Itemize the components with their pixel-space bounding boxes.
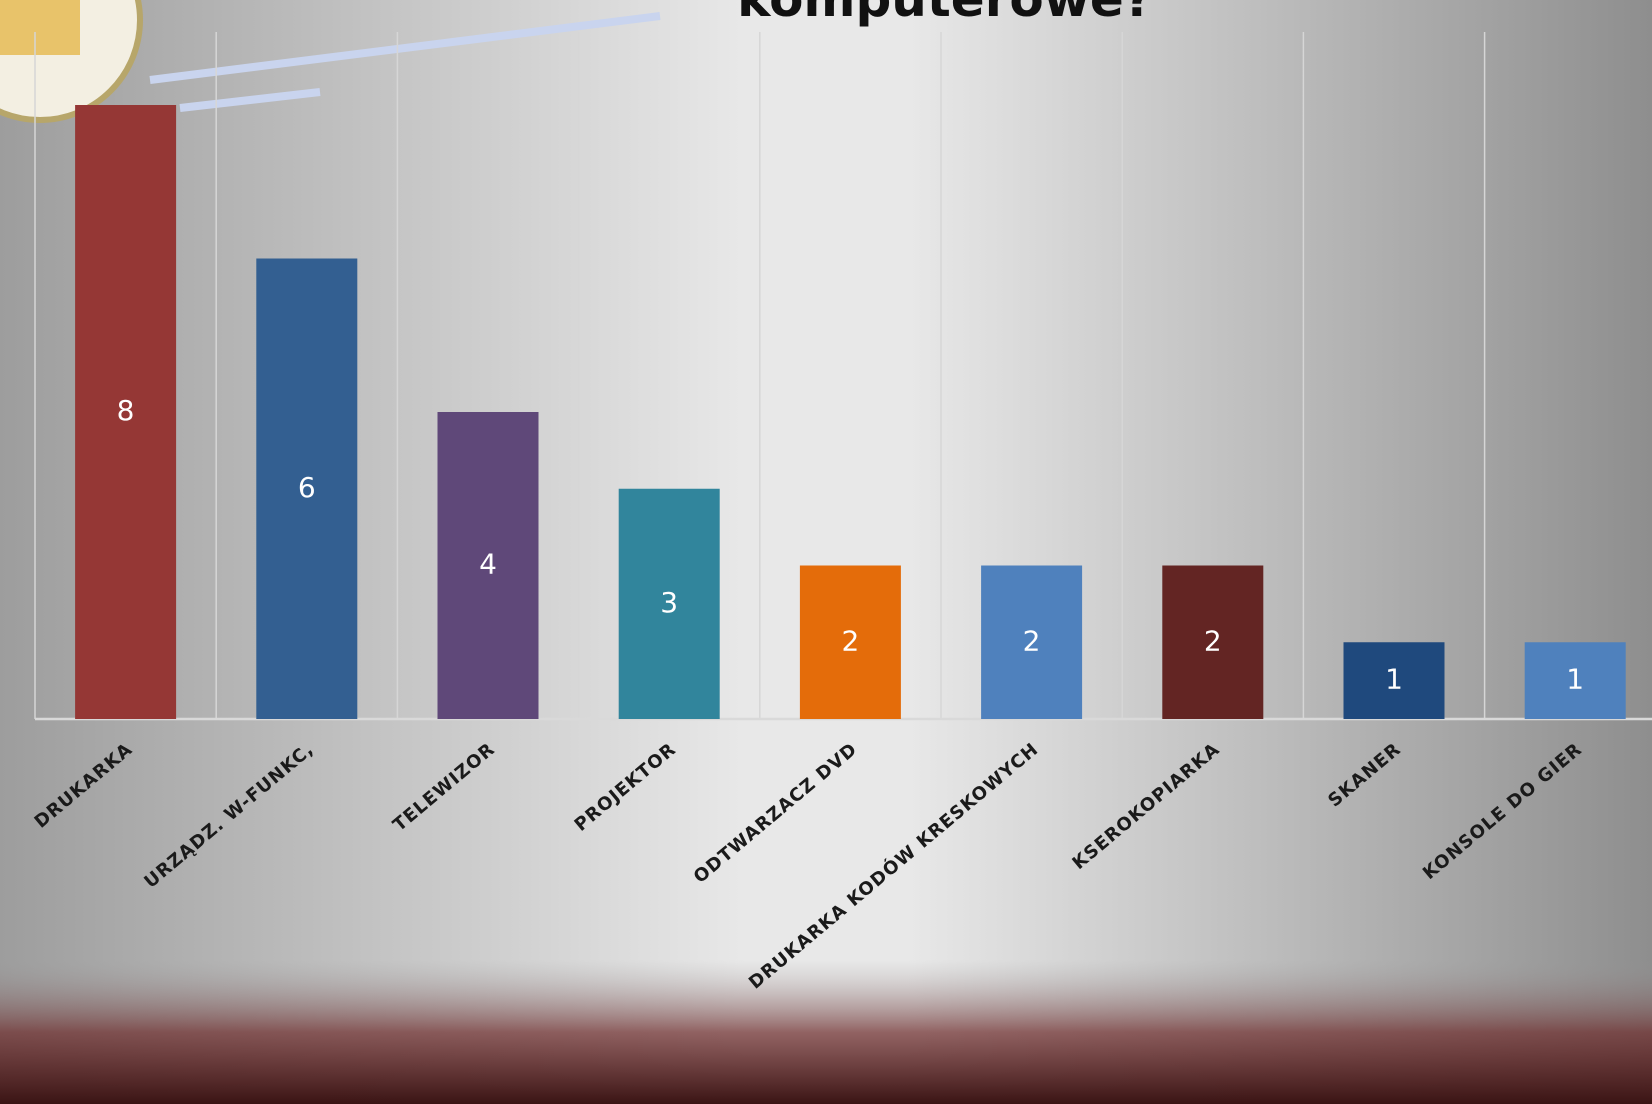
value-label: 2 [841, 624, 859, 657]
value-label: 8 [117, 394, 135, 427]
bar [256, 258, 358, 719]
value-label: 6 [298, 471, 316, 504]
value-label: 1 [1385, 663, 1403, 696]
decor-line [149, 12, 661, 84]
bar [1343, 642, 1445, 719]
background-floor [0, 960, 1652, 1104]
bar [75, 105, 177, 719]
value-label: 2 [1204, 624, 1222, 657]
value-label: 2 [1023, 624, 1041, 657]
bar [1162, 565, 1264, 719]
value-label: 3 [660, 586, 678, 619]
value-label: 4 [479, 548, 497, 581]
bar [799, 565, 901, 719]
bar [618, 488, 720, 719]
bar [981, 565, 1083, 719]
chart-title: komputerowe? [737, 0, 1153, 28]
bar [437, 412, 539, 719]
bar [1524, 642, 1626, 719]
decor-line [179, 88, 321, 112]
value-label: 1 [1566, 663, 1584, 696]
